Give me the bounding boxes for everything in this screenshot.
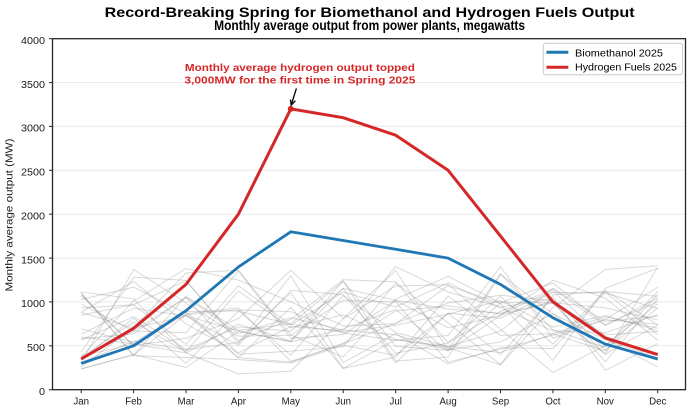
svg-text:Monthly average hydrogen outpu: Monthly average hydrogen output topped (185, 63, 415, 74)
svg-text:Apr: Apr (231, 396, 247, 407)
svg-text:500: 500 (27, 343, 45, 354)
svg-text:4000: 4000 (21, 36, 45, 47)
svg-text:Record-Breaking Spring for Bio: Record-Breaking Spring for Biomethanol a… (105, 4, 635, 20)
svg-text:Nov: Nov (597, 396, 614, 407)
svg-text:Jul: Jul (390, 396, 402, 407)
svg-text:Oct: Oct (545, 396, 560, 407)
svg-text:Biomethanol 2025: Biomethanol 2025 (575, 47, 663, 59)
svg-text:0: 0 (39, 387, 45, 398)
svg-text:Jun: Jun (335, 396, 351, 407)
svg-text:Dec: Dec (649, 396, 666, 407)
svg-text:3000: 3000 (21, 124, 45, 135)
svg-text:1500: 1500 (21, 255, 45, 266)
svg-text:Aug: Aug (439, 396, 456, 407)
svg-text:Feb: Feb (125, 396, 142, 407)
svg-text:Monthly average output (MW): Monthly average output (MW) (3, 139, 15, 292)
svg-text:Hydrogen Fuels 2025: Hydrogen Fuels 2025 (575, 62, 677, 74)
svg-text:2000: 2000 (21, 211, 45, 222)
svg-text:3500: 3500 (21, 80, 45, 91)
svg-text:Mar: Mar (178, 396, 195, 407)
svg-text:Jan: Jan (73, 396, 89, 407)
svg-text:3,000MW for the first time in: 3,000MW for the first time in Spring 202… (184, 76, 416, 87)
svg-text:May: May (282, 396, 300, 407)
svg-text:1000: 1000 (21, 299, 45, 310)
svg-text:2500: 2500 (21, 168, 45, 179)
svg-text:Sep: Sep (492, 396, 509, 407)
svg-text:Monthly average output from po: Monthly average output from power plants… (214, 18, 525, 33)
